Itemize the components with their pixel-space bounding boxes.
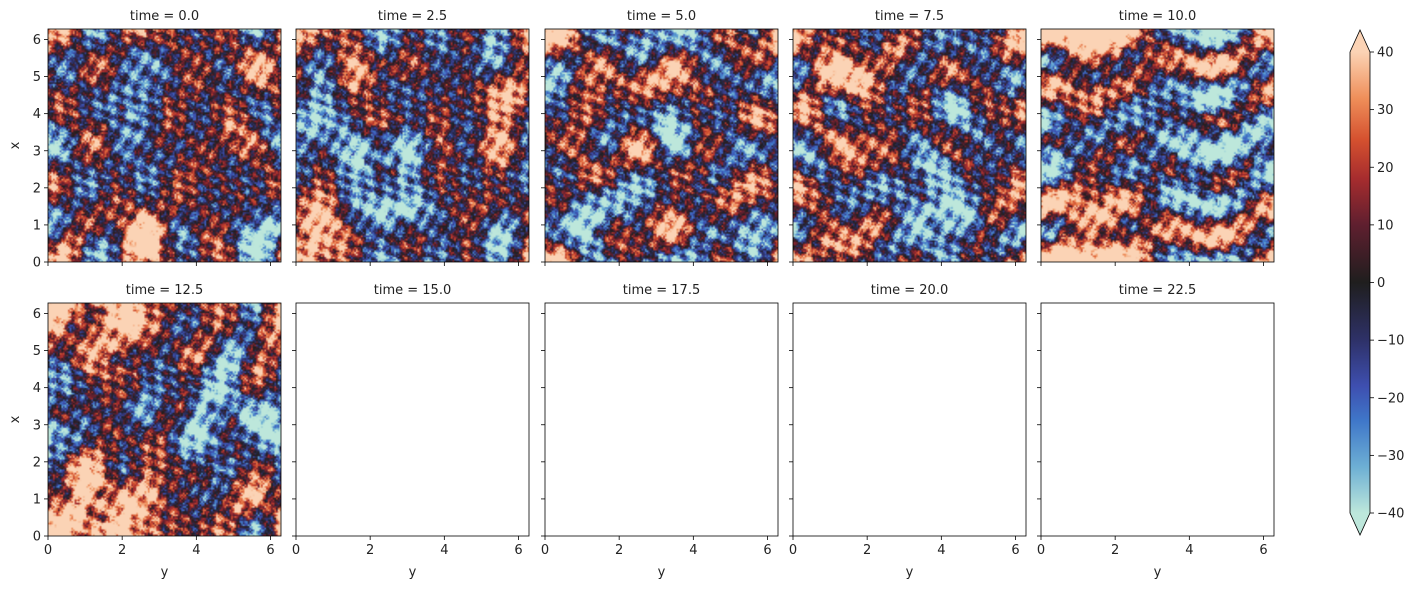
colorbar-extend-min <box>1350 513 1370 535</box>
panel-title: time = 7.5 <box>875 9 944 24</box>
panel-frame <box>1040 28 1275 263</box>
x-tick-label: 0 <box>541 543 549 558</box>
colorbar-tick-label: 40 <box>1377 46 1394 61</box>
x-tick-label: 2 <box>118 543 126 558</box>
y-tick-label: 2 <box>33 181 41 196</box>
panel-grid: time = 0.0 0 1 2 3 4 5 6 x time = 2.5 time = 5.0 ti… <box>8 9 1275 580</box>
panel-title: time = 2.5 <box>378 9 447 24</box>
heatmap-image <box>545 29 778 262</box>
colorbar-tick-label: −40 <box>1377 507 1404 522</box>
facet-panel: time = 22.5 0 2 4 6 y <box>1037 283 1275 580</box>
x-tick-label: 6 <box>266 543 274 558</box>
panel-frame <box>1040 302 1275 537</box>
x-tick-label: 0 <box>292 543 300 558</box>
panel-title: time = 10.0 <box>1119 9 1196 24</box>
y-tick-label: 6 <box>33 33 41 48</box>
facet-panel: time = 10.0 <box>1037 9 1275 266</box>
y-axis-label: x <box>8 141 23 149</box>
x-tick-label: 2 <box>1111 543 1119 558</box>
x-tick-label: 6 <box>763 543 771 558</box>
facet-panel: time = 0.0 0 1 2 3 4 5 6 x <box>8 9 282 271</box>
panel-frame <box>295 28 530 263</box>
y-tick-label: 1 <box>33 492 41 507</box>
facet-panel: time = 12.5 0 1 2 3 4 5 6 0 2 4 6 x y <box>8 283 282 580</box>
x-tick-label: 4 <box>1185 543 1193 558</box>
colorbar-tick-label: −30 <box>1377 449 1404 464</box>
y-axis-label: x <box>8 415 23 423</box>
y-tick-label: 3 <box>33 418 41 433</box>
colorbar-tick-label: 10 <box>1377 218 1394 233</box>
panel-frame <box>47 302 282 537</box>
heatmap-image <box>48 29 281 262</box>
panel-title: time = 20.0 <box>871 283 948 298</box>
panel-title: time = 22.5 <box>1119 283 1196 298</box>
facet-panel: time = 20.0 0 2 4 6 y <box>789 283 1027 580</box>
x-axis-label: y <box>161 565 169 580</box>
panel-title: time = 12.5 <box>126 283 203 298</box>
x-tick-label: 2 <box>615 543 623 558</box>
x-tick-label: 4 <box>192 543 200 558</box>
x-tick-label: 2 <box>366 543 374 558</box>
panel-frame <box>544 302 779 537</box>
y-tick-label: 5 <box>33 70 41 85</box>
y-tick-label: 0 <box>33 530 41 545</box>
y-tick-label: 0 <box>33 256 41 271</box>
y-tick-label: 2 <box>33 455 41 470</box>
colorbar-tick-label: −10 <box>1377 334 1404 349</box>
facet-panel: time = 7.5 <box>789 9 1027 266</box>
colorbar-tick-label: 0 <box>1377 276 1385 291</box>
y-tick-label: 3 <box>33 144 41 159</box>
y-tick-label: 6 <box>33 307 41 322</box>
facet-panel: time = 2.5 <box>292 9 530 266</box>
y-tick-label: 1 <box>33 218 41 233</box>
x-tick-label: 4 <box>937 543 945 558</box>
x-axis-label: y <box>409 565 417 580</box>
colorbar-gradient <box>1350 52 1370 513</box>
facet-panel: time = 15.0 0 2 4 6 y <box>292 283 530 580</box>
facet-panel: time = 17.5 0 2 4 6 y <box>541 283 779 580</box>
x-tick-label: 0 <box>789 543 797 558</box>
heatmap-image <box>1041 29 1274 262</box>
panel-frame <box>544 28 779 263</box>
x-axis-label: y <box>1154 565 1162 580</box>
colorbar-extend-max <box>1350 30 1370 52</box>
x-tick-label: 6 <box>1011 543 1019 558</box>
heatmap-image <box>296 29 529 262</box>
panel-title: time = 15.0 <box>374 283 451 298</box>
panel-title: time = 17.5 <box>623 283 700 298</box>
y-tick-label: 4 <box>33 107 41 122</box>
heatmap-image <box>793 29 1026 262</box>
x-axis-label: y <box>906 565 914 580</box>
x-tick-label: 0 <box>44 543 52 558</box>
colorbar: 40 30 20 10 0 −10 −20 −30 −40 <box>1349 29 1404 536</box>
panel-frame <box>295 302 530 537</box>
facet-panel: time = 5.0 <box>541 9 779 266</box>
panel-frame <box>792 302 1027 537</box>
y-tick-label: 4 <box>33 381 41 396</box>
x-tick-label: 6 <box>1259 543 1267 558</box>
x-tick-label: 2 <box>863 543 871 558</box>
x-tick-label: 6 <box>514 543 522 558</box>
x-tick-label: 4 <box>440 543 448 558</box>
panel-title: time = 5.0 <box>627 9 696 24</box>
x-tick-label: 0 <box>1037 543 1045 558</box>
x-axis-label: y <box>658 565 666 580</box>
colorbar-tick-label: −20 <box>1377 391 1404 406</box>
panel-frame <box>47 28 282 263</box>
x-tick-label: 4 <box>689 543 697 558</box>
colorbar-tick-label: 20 <box>1377 161 1394 176</box>
heatmap-image <box>48 303 281 536</box>
panel-frame <box>792 28 1027 263</box>
colorbar-tick-label: 30 <box>1377 103 1394 118</box>
panel-title: time = 0.0 <box>130 9 199 24</box>
y-tick-label: 5 <box>33 344 41 359</box>
